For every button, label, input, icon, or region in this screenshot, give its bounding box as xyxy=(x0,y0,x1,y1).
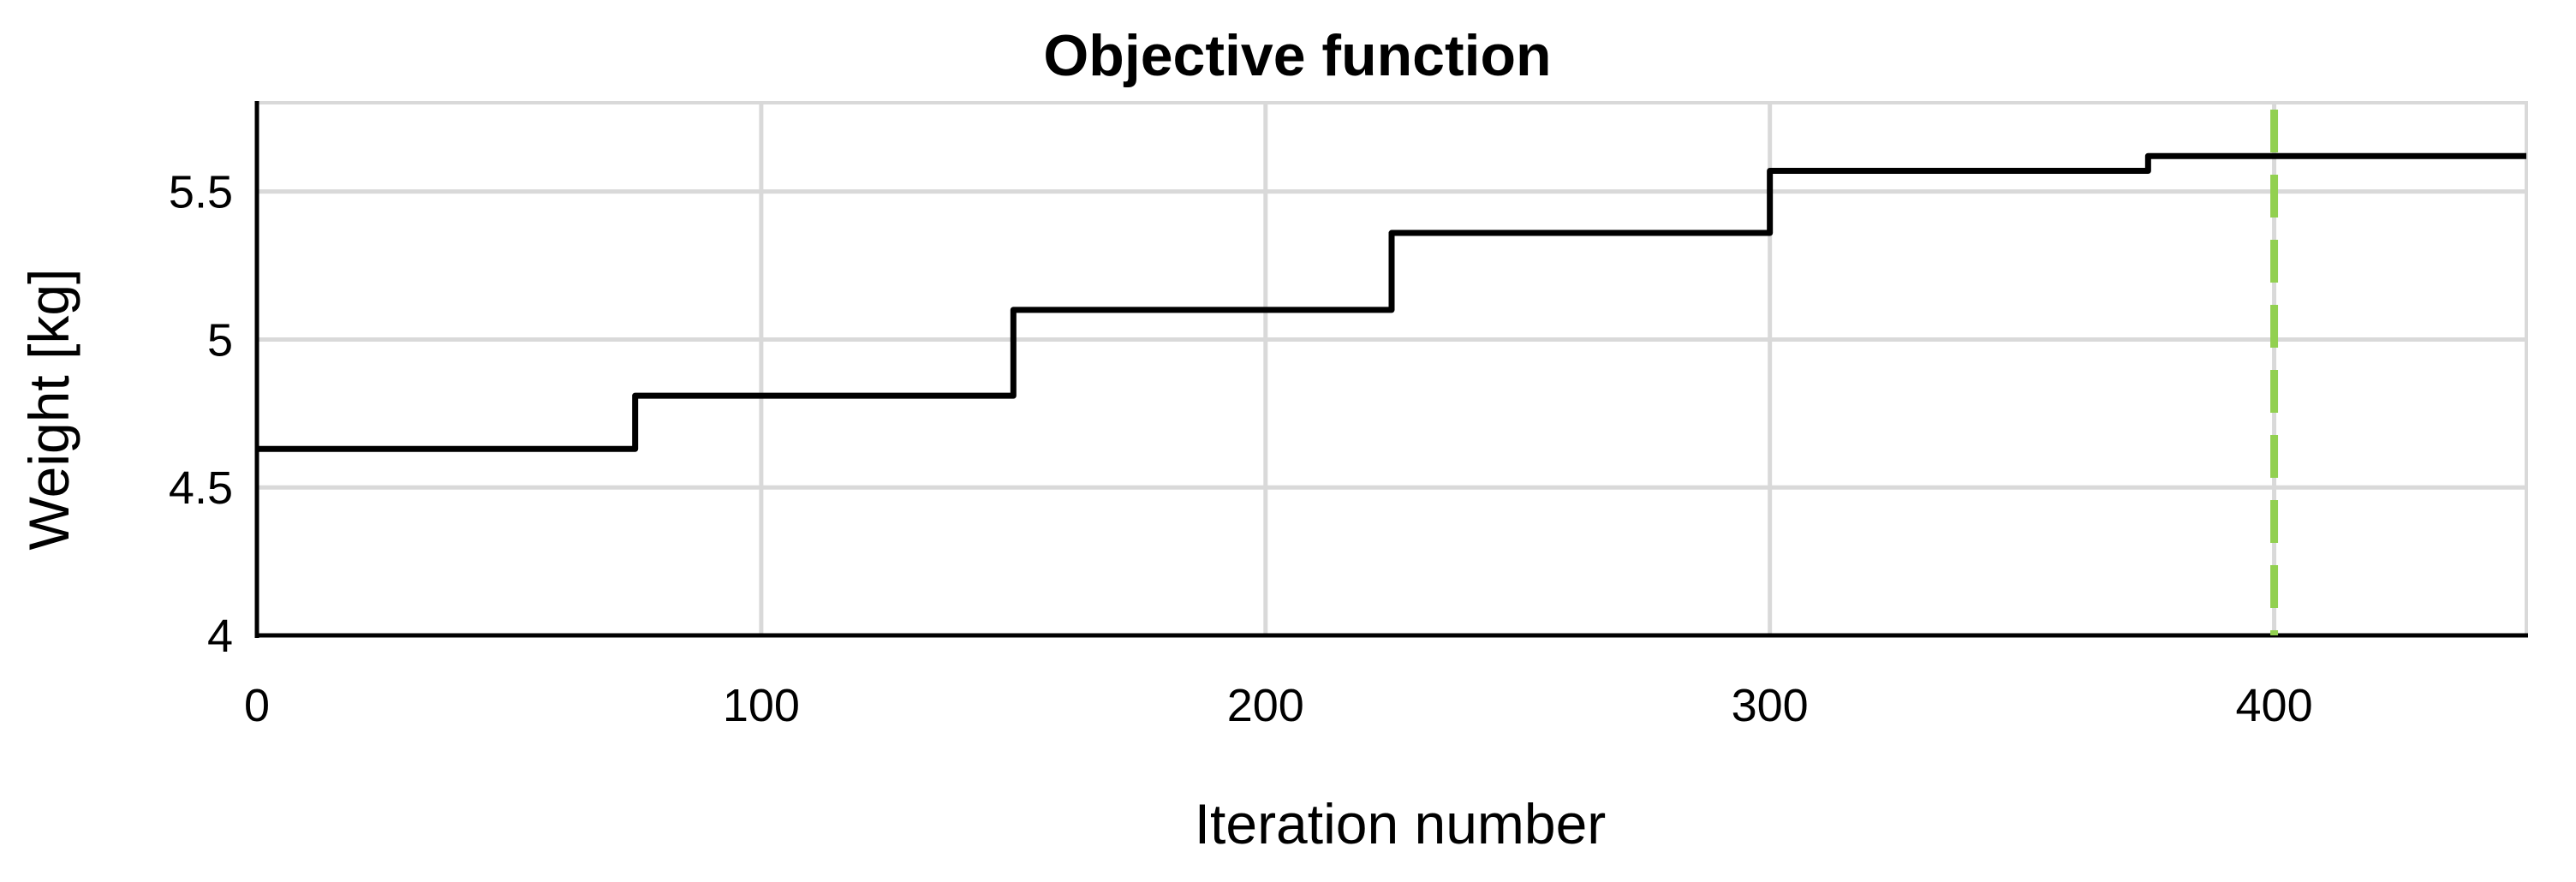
y-tick-label: 5 xyxy=(207,314,233,366)
plot-area xyxy=(254,101,2528,638)
plot-frame xyxy=(255,101,2528,637)
y-tick-label: 4.5 xyxy=(169,462,233,514)
series-line xyxy=(257,152,2526,452)
x-tick-label: 300 xyxy=(1732,680,1809,731)
y-axis-ticks: 4 4.5 5 5.5 xyxy=(169,167,233,662)
y-tick-label: 5.5 xyxy=(169,167,233,218)
x-axis-title: Iteration number xyxy=(1195,792,1607,855)
x-tick-label: 100 xyxy=(723,680,800,731)
grid-lines xyxy=(257,103,2526,635)
chart-title: Objective function xyxy=(1043,23,1551,88)
y-axis-title: Weight [kg] xyxy=(17,269,80,551)
x-tick-label: 0 xyxy=(244,680,270,731)
x-tick-label: 400 xyxy=(2236,680,2313,731)
x-axis-ticks: 0 100 200 300 400 xyxy=(244,680,2313,731)
y-tick-label: 4 xyxy=(207,611,233,662)
x-tick-label: 200 xyxy=(1227,680,1304,731)
